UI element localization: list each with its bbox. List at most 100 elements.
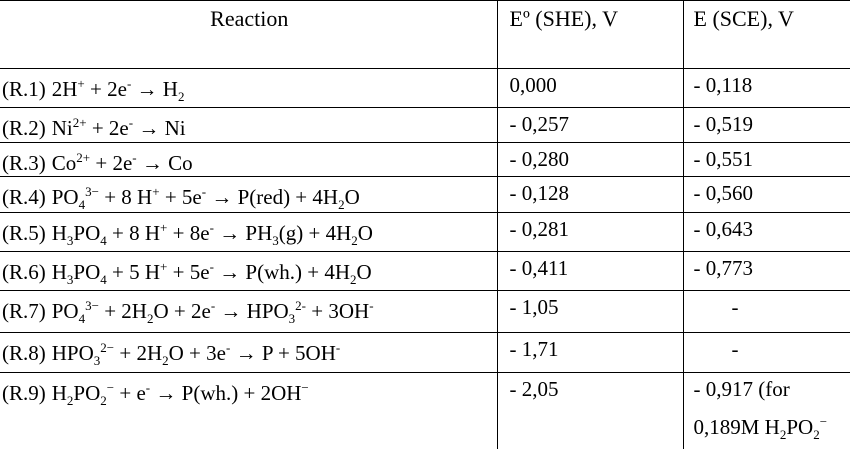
sce-value: - xyxy=(731,295,739,319)
she-cell: - 0,281 xyxy=(497,212,684,252)
reaction-cell: (R.4) PO43− + 8 H+ + 5e- → P(red) + 4H2O xyxy=(0,176,498,213)
sce-value: - xyxy=(731,337,739,361)
reaction-cell: (R.8) HPO32− + 2H2O + 3e- → P + 5OH- xyxy=(0,332,498,373)
formula-part: 4 xyxy=(100,233,107,249)
formula-part: - xyxy=(128,115,134,130)
formula-part: + 2e xyxy=(90,151,133,175)
formula-part: + 8 H xyxy=(98,185,153,209)
formula-part: → H xyxy=(131,77,178,101)
formula-part: Ni xyxy=(51,116,73,140)
table-row: (R.2) Ni2+ + 2e- → Ni - 0,257- 0,519 xyxy=(0,107,850,143)
table-row: (R.4) PO43− + 8 H+ + 5e- → P(red) + 4H2O -… xyxy=(0,176,850,213)
reaction-cell: (R.9) H2PO2− + e- → P(wh.) + 2OH− xyxy=(0,372,498,449)
formula-part: PO xyxy=(786,415,814,439)
formula-part: PO xyxy=(73,381,101,405)
formula-part: 2 xyxy=(779,427,787,443)
formula-part: O + 2e xyxy=(153,299,211,323)
formula-part: 3− xyxy=(85,184,99,199)
formula-part: 2- xyxy=(295,298,307,313)
formula-part: + 5e xyxy=(167,260,210,284)
table-row: (R.3) Co2+ + 2e- → Co - 0,280- 0,551 xyxy=(0,142,850,177)
formula-part: 2H xyxy=(51,77,78,101)
formula-part: O + 3e xyxy=(168,341,226,365)
formula-part: → P(red) + 4H xyxy=(206,185,339,209)
formula-part: - xyxy=(210,298,216,313)
formula-part: + 3OH xyxy=(306,299,370,323)
formula-part: 2 xyxy=(66,393,74,409)
header-cell: Eº (SHE), V xyxy=(497,0,684,69)
she-cell: - 1,71 xyxy=(497,332,684,373)
formula-part: + xyxy=(77,76,85,91)
she-cell: - 0,128 xyxy=(497,176,684,213)
formula-part: O xyxy=(344,185,360,209)
sce-cell: - 0,917 (for 0,189M H2PO2− xyxy=(683,372,850,449)
formula-part: + 2e xyxy=(86,116,129,140)
formula-part: O xyxy=(356,260,372,284)
formula-part: + xyxy=(152,184,160,199)
formula-part: → Ni xyxy=(133,116,186,140)
formula-part: 3 xyxy=(288,311,296,327)
reaction-cell: (R.6) H3PO4 + 5 H+ + 5e- → P(wh.) + 4H2O xyxy=(0,251,498,291)
formula-part: + xyxy=(160,220,168,235)
formula-part: H xyxy=(51,221,67,245)
formula-part: (g) + 4H xyxy=(278,221,352,245)
formula-part: 4 xyxy=(78,311,86,327)
sce-value: - 0,560 xyxy=(693,181,754,205)
formula-part: - xyxy=(126,76,132,91)
reaction-label: (R.2) xyxy=(2,116,46,140)
she-cell: - 0,280 xyxy=(497,142,684,177)
she-cell: - 1,05 xyxy=(497,290,684,333)
formula-part: + xyxy=(160,259,168,274)
formula-part: − xyxy=(819,414,828,429)
formula-part: Co xyxy=(51,151,77,175)
formula-part: - xyxy=(201,184,207,199)
formula-part: + 2e xyxy=(84,77,127,101)
sce-note: 0,189M H2PO2− xyxy=(693,414,850,443)
reaction-cell: (R.3) Co2+ + 2e- → Co xyxy=(0,142,498,177)
formula-part: → P + 5OH xyxy=(230,341,336,365)
formula-part: → P(wh.) + 2OH xyxy=(150,381,302,405)
reaction-label: (R.8) xyxy=(2,341,46,365)
sce-cell: - 0,560 xyxy=(683,176,850,213)
header-cell: E (SCE), V xyxy=(683,0,850,69)
formula-part: 3− xyxy=(85,298,99,313)
table-row: (R.8) HPO32− + 2H2O + 3e- → P + 5OH- - 1,7… xyxy=(0,332,850,373)
formula-part: 0,189M H xyxy=(693,415,780,439)
formula-part: - xyxy=(209,220,214,235)
formula-part: - xyxy=(369,298,374,313)
table-row: (R.9) H2PO2− + e- → P(wh.) + 2OH− - 2,05- … xyxy=(0,372,850,449)
sce-value: - 0,519 xyxy=(693,112,754,136)
formula-part: → Co xyxy=(136,151,193,175)
table-row: (R.6) H3PO4 + 5 H+ + 5e- → P(wh.) + 4H2O -… xyxy=(0,251,850,291)
sce-value: - 0,118 xyxy=(693,73,753,97)
formula-part: + 2H xyxy=(98,299,147,323)
formula-part: - xyxy=(225,340,231,355)
formula-part: HPO xyxy=(51,341,94,365)
formula-part: - xyxy=(335,340,341,355)
table-row: (R.1) 2H+ + 2e- → H2 0,000- 0,118 xyxy=(0,68,850,108)
formula-part: 2+ xyxy=(72,115,87,130)
formula-part: → HPO xyxy=(215,299,289,323)
reaction-cell: (R.2) Ni2+ + 2e- → Ni xyxy=(0,107,498,143)
formula-part: + 8 H xyxy=(106,221,161,245)
formula-part: 3 xyxy=(272,233,279,249)
formula-part: 3 xyxy=(66,272,74,288)
formula-part: 2 xyxy=(100,393,107,409)
sce-cell: - 0,551 xyxy=(683,142,850,177)
reaction-label: (R.5) xyxy=(2,221,46,245)
formula-part: 2 xyxy=(177,89,185,105)
she-cell: - 0,257 xyxy=(497,107,684,143)
formula-part: 4 xyxy=(78,197,86,213)
sce-cell: - 0,519 xyxy=(683,107,850,143)
formula-part: 2− xyxy=(100,340,115,355)
formula-part: 2 xyxy=(338,197,345,213)
sce-cell: - xyxy=(683,290,850,333)
formula-part: → PH xyxy=(213,221,273,245)
sce-cell: - xyxy=(683,332,850,373)
formula-part: H xyxy=(51,381,67,405)
formula-part: + 8e xyxy=(167,221,210,245)
